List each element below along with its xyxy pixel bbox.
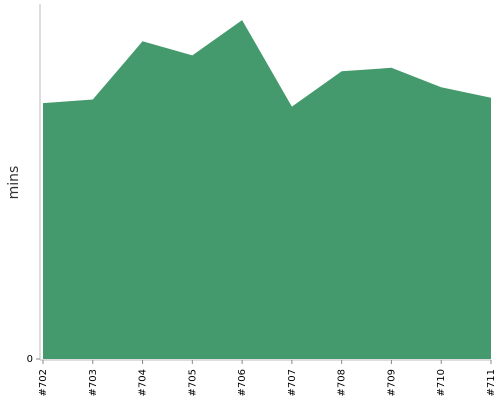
area-layer	[43, 20, 491, 360]
y-axis-label: mins	[6, 166, 22, 200]
area-series-0	[43, 20, 491, 360]
x-tick-label-2: #704	[138, 369, 149, 396]
x-tick-label-3: #705	[187, 369, 198, 396]
x-tick-label-7: #709	[386, 369, 397, 396]
x-tick-layer: #702 #703 #704 #705 #706 #707 #708 #709 #710 #711	[38, 360, 497, 396]
axis-layer	[39, 4, 491, 361]
y-tick-layer: 0	[27, 354, 40, 365]
x-tick-label-1: #703	[88, 369, 99, 396]
x-tick-label-8: #710	[436, 369, 447, 396]
x-tick-label-0: #702	[38, 369, 49, 396]
x-tick-label-6: #708	[337, 369, 348, 396]
x-tick-label-5: #707	[287, 369, 298, 396]
x-tick-label-4: #706	[237, 369, 248, 396]
x-tick-label-9: #711	[486, 369, 497, 396]
y-tick-label-0: 0	[27, 354, 33, 365]
